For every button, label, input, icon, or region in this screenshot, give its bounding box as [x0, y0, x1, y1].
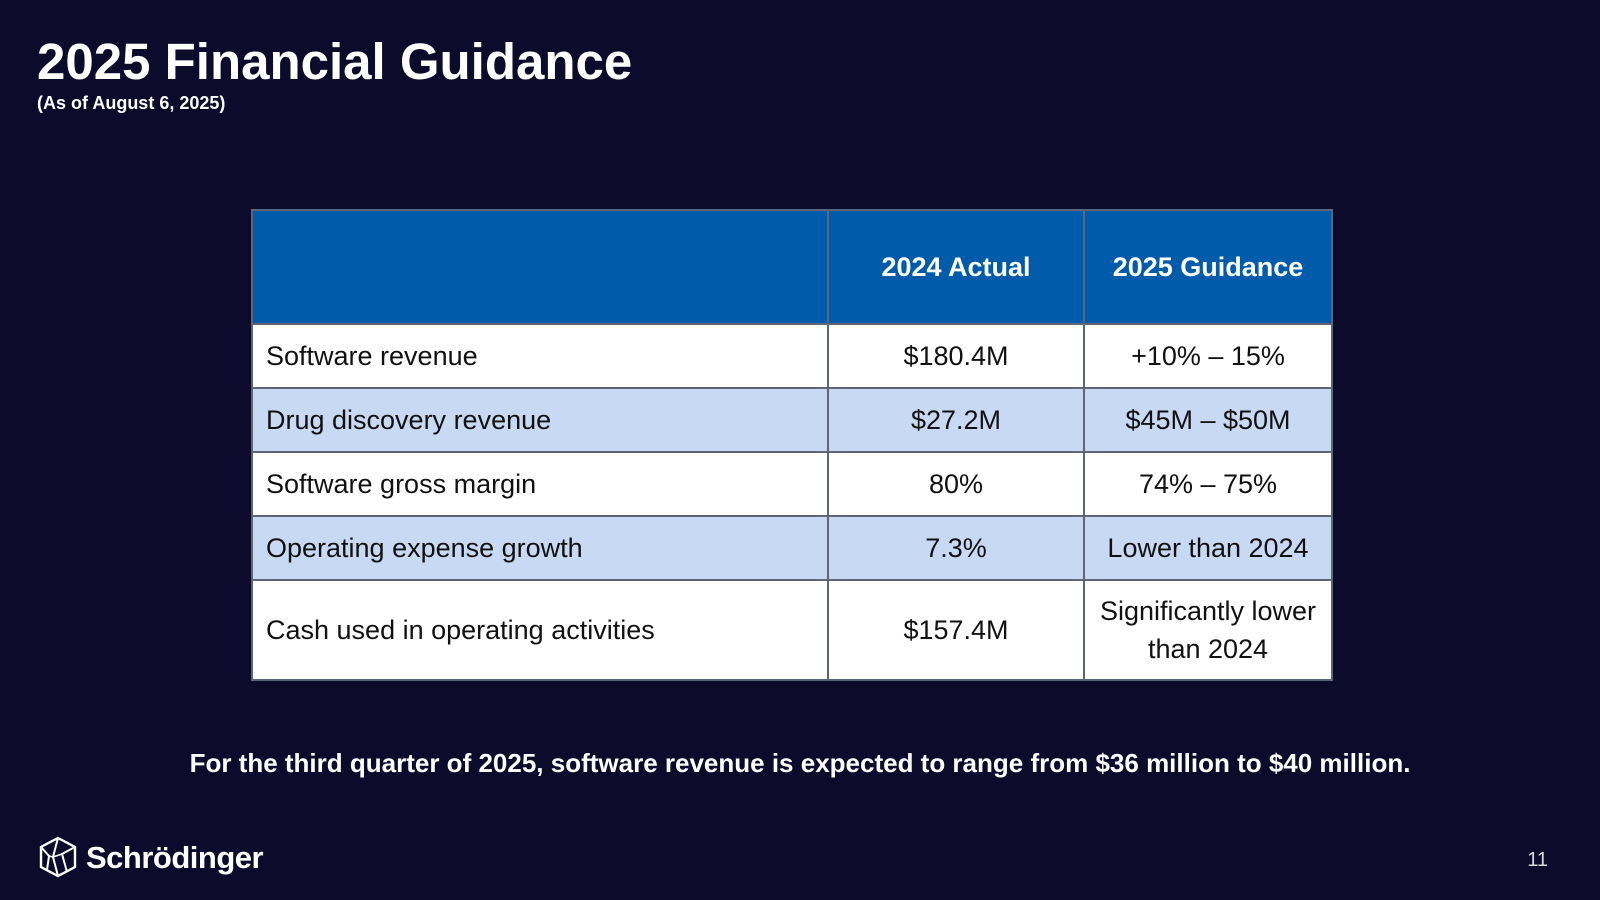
metric-cell: Software gross margin — [251, 451, 829, 517]
brand-logo: Schrödinger — [38, 836, 264, 878]
slide-title: 2025 Financial Guidance — [37, 33, 633, 90]
guidance-cell: Significantly lower than 2024 — [1083, 579, 1333, 681]
metric-cell: Drug discovery revenue — [251, 387, 829, 453]
table-row: Software revenue $180.4M +10% – 15% — [251, 323, 1333, 389]
page-number: 11 — [1527, 849, 1548, 871]
guidance-table-container: 2024 Actual 2025 Guidance Software reven… — [251, 209, 1333, 681]
header-cell-2024-actual: 2024 Actual — [827, 209, 1085, 325]
header-cell-metric — [251, 209, 829, 325]
actual-cell: $157.4M — [827, 579, 1085, 681]
schrodinger-logo-icon — [39, 836, 77, 878]
guidance-cell: $45M – $50M — [1083, 387, 1333, 453]
footnote-text: For the third quarter of 2025, software … — [189, 748, 1411, 778]
metric-cell: Operating expense growth — [251, 515, 829, 581]
slide-subtitle: (As of August 6, 2025) — [37, 93, 226, 113]
actual-cell: 80% — [827, 451, 1085, 517]
actual-cell: 7.3% — [827, 515, 1085, 581]
table-row: Cash used in operating activities $157.4… — [251, 579, 1333, 681]
header-cell-2025-guidance: 2025 Guidance — [1083, 209, 1333, 325]
brand-name: Schrödinger — [86, 839, 264, 875]
table-header-row: 2024 Actual 2025 Guidance — [251, 209, 1333, 325]
actual-cell: $27.2M — [827, 387, 1085, 453]
table-row: Software gross margin 80% 74% – 75% — [251, 451, 1333, 517]
guidance-table: 2024 Actual 2025 Guidance Software reven… — [251, 209, 1333, 681]
guidance-cell: 74% – 75% — [1083, 451, 1333, 517]
metric-cell: Software revenue — [251, 323, 829, 389]
metric-cell: Cash used in operating activities — [251, 579, 829, 681]
actual-cell: $180.4M — [827, 323, 1085, 389]
guidance-cell: Lower than 2024 — [1083, 515, 1333, 581]
guidance-cell: +10% – 15% — [1083, 323, 1333, 389]
table-row: Operating expense growth 7.3% Lower than… — [251, 515, 1333, 581]
table-row: Drug discovery revenue $27.2M $45M – $50… — [251, 387, 1333, 453]
